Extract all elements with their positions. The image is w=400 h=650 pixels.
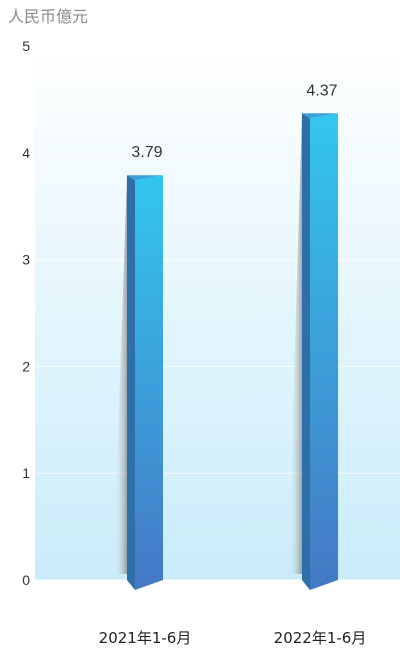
grid-lines bbox=[35, 45, 400, 581]
x-axis: 2021年1-6月 2022年1-6月 bbox=[99, 629, 367, 647]
y-tick-label: 4 bbox=[22, 145, 30, 161]
bar-value-label: 4.37 bbox=[306, 82, 337, 99]
y-tick-label: 1 bbox=[22, 465, 30, 481]
bar-front-face bbox=[135, 175, 163, 590]
bar-side-face bbox=[127, 175, 135, 590]
bar-shadow bbox=[113, 175, 127, 574]
bar bbox=[113, 175, 163, 590]
bar-top-cap bbox=[302, 113, 338, 119]
y-tick-label: 3 bbox=[22, 252, 30, 268]
unit-label: 人民币億元 bbox=[8, 7, 88, 26]
bar-front-face bbox=[310, 113, 338, 590]
y-axis: 0 1 2 3 4 5 bbox=[22, 38, 30, 588]
bar-value-label: 3.79 bbox=[131, 144, 162, 161]
y-tick-label: 5 bbox=[22, 38, 30, 54]
plot-background bbox=[35, 46, 400, 580]
bar-side-face bbox=[302, 113, 310, 590]
x-category-label: 2022年1-6月 bbox=[274, 629, 367, 647]
bar bbox=[288, 113, 338, 590]
bars: 3.79 4.37 bbox=[113, 82, 338, 590]
x-category-label: 2021年1-6月 bbox=[99, 629, 192, 647]
bar-shadow bbox=[288, 113, 302, 574]
y-tick-label: 0 bbox=[22, 572, 30, 588]
y-tick-label: 2 bbox=[22, 358, 30, 374]
bar-top-cap bbox=[127, 175, 163, 181]
